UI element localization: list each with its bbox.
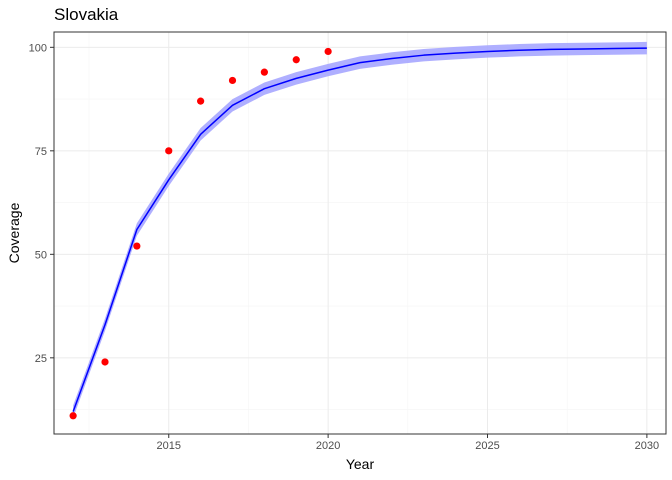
x-axis: 2015 2020 2025 2030 — [157, 434, 659, 452]
y-tick-label: 50 — [35, 249, 47, 261]
x-tick-label: 2030 — [635, 440, 659, 452]
data-point — [292, 56, 300, 64]
plot-panel-border — [53, 31, 667, 435]
grid-major — [54, 32, 666, 434]
fit-line-layer — [72, 47, 647, 412]
x-tick-label: 2025 — [475, 440, 499, 452]
y-tick-label: 100 — [29, 42, 47, 54]
data-point — [228, 76, 237, 85]
data-point — [197, 97, 205, 105]
data-point — [260, 68, 268, 76]
y-axis: 25 50 75 100 — [29, 42, 54, 365]
data-point — [165, 147, 173, 155]
plot-panel-bg — [54, 32, 666, 434]
data-point — [69, 412, 77, 420]
data-point — [324, 47, 332, 56]
x-tick-label: 2015 — [157, 440, 181, 452]
observed-points — [69, 47, 332, 420]
x-tick-label: 2020 — [316, 440, 340, 452]
chart-title: Slovakia — [54, 5, 119, 24]
x-axis-title: Year — [346, 456, 375, 472]
fit-line — [72, 47, 647, 412]
data-point — [133, 242, 141, 250]
y-tick-label: 75 — [35, 146, 47, 158]
data-point — [101, 358, 109, 366]
y-axis-title: Coverage — [6, 202, 22, 263]
y-tick-label: 25 — [35, 353, 47, 365]
